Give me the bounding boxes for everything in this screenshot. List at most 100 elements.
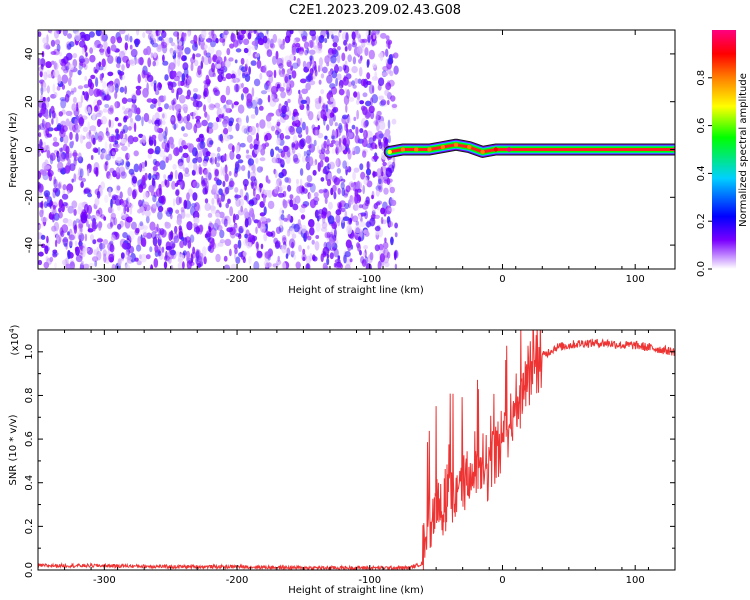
spectrogram-noise-cell xyxy=(336,157,339,168)
spectrogram-noise-cell xyxy=(266,30,269,35)
spectrogram-noise-cell xyxy=(373,119,380,126)
spectrogram-noise-cell xyxy=(347,166,352,173)
spectrogram-noise-cell xyxy=(46,96,51,102)
spectrogram-y-tick-label: -40 xyxy=(24,237,35,253)
spectrogram-noise-cell xyxy=(84,75,88,81)
spectrogram-noise-cell xyxy=(359,250,362,256)
spectrogram-noise-cell xyxy=(246,45,252,50)
spectrogram-noise-cell xyxy=(222,166,227,177)
spectrogram-noise-cell xyxy=(153,258,159,268)
spectrogram-noise-cell xyxy=(103,40,108,50)
spectrogram-noise-cell xyxy=(178,172,183,182)
spectrogram-noise-cell xyxy=(67,205,74,214)
spectrogram-noise-cell xyxy=(325,103,329,113)
spectrogram-noise-cell xyxy=(238,198,244,207)
spectrogram-noise-cell xyxy=(145,254,151,260)
spectrogram-noise-cell xyxy=(106,171,111,179)
spectrogram-noise-cell xyxy=(71,103,77,112)
spectrogram-noise-cell xyxy=(225,99,233,105)
spectrogram-noise-cell xyxy=(215,116,220,123)
spectrogram-noise-cell xyxy=(341,187,346,197)
spectrogram-noise-cell xyxy=(38,31,42,37)
spectrogram-noise-cell xyxy=(185,122,193,130)
spectrogram-noise-cell xyxy=(125,152,130,161)
spectrogram-noise-cell xyxy=(199,252,204,263)
spectrogram-noise-cell xyxy=(239,142,246,148)
spectrogram-noise-cell xyxy=(349,258,353,263)
spectrogram-noise-cell xyxy=(223,134,231,142)
spectrogram-noise-cell xyxy=(64,93,70,103)
spectrogram-noise-cell xyxy=(59,97,67,102)
spectrogram-noise-cell xyxy=(124,85,127,95)
spectrogram-noise-cell xyxy=(203,82,208,93)
spectrogram-noise-cell xyxy=(191,169,196,176)
spectrogram-noise-cell xyxy=(137,74,141,84)
spectrogram-noise-cell xyxy=(234,214,240,221)
snr-x-tick-label: 0 xyxy=(499,575,505,586)
spectrogram-noise-cell xyxy=(315,115,319,123)
spectrogram-noise-cell xyxy=(83,263,90,269)
spectrogram-noise-cell xyxy=(165,250,168,261)
spectrogram-noise-cell xyxy=(198,164,202,174)
spectrogram-noise-cell xyxy=(324,135,328,140)
spectrogram-noise-cell xyxy=(309,253,313,262)
spectrogram-noise-cell xyxy=(101,115,107,125)
spectrogram-noise-cell xyxy=(193,217,200,224)
spectrogram-noise-cell xyxy=(309,199,317,209)
spectrogram-noise-cell xyxy=(190,56,196,64)
spectrogram-noise-cell xyxy=(371,30,378,37)
snr-plot-frame xyxy=(37,329,676,571)
spectrogram-noise-cell xyxy=(375,188,380,197)
spectrogram-noise-cell xyxy=(42,37,48,44)
spectrogram-noise-cell xyxy=(145,215,150,224)
spectrogram-noise-cell xyxy=(53,212,60,221)
spectrogram-noise-cell xyxy=(256,251,263,259)
spectrogram-noise-cell xyxy=(338,122,343,131)
spectrogram-noise-cell xyxy=(332,114,336,122)
spectrogram-noise-cell xyxy=(158,250,162,257)
spectrogram-noise-cell xyxy=(116,185,121,191)
snr-y-scale-suffix: ) xyxy=(10,324,21,328)
spectrogram-noise-cell xyxy=(347,131,355,140)
spectrogram-noise-cell xyxy=(248,30,254,34)
spectrogram-noise-cell xyxy=(152,158,158,166)
spectrogram-noise-cell xyxy=(369,217,376,227)
spectrogram-noise-cell xyxy=(131,93,138,100)
spectrogram-noise-cell xyxy=(141,174,146,185)
spectrogram-noise-cell xyxy=(174,44,178,51)
spectrogram-noise-cell xyxy=(102,239,109,245)
spectrogram-noise-cell xyxy=(124,219,131,229)
spectrogram-noise-cell xyxy=(238,117,242,127)
spectrogram-noise-cell xyxy=(257,219,261,229)
spectrogram-noise-cell xyxy=(142,87,149,98)
spectrogram-noise-cell xyxy=(309,227,315,236)
spectrogram-noise-cell xyxy=(74,31,81,42)
spectrogram-noise-cell xyxy=(363,176,368,185)
spectrogram-noise-cell xyxy=(121,64,125,72)
spectrogram-noise-cell xyxy=(336,126,342,137)
spectrogram-noise-cell xyxy=(176,87,183,95)
spectrogram-noise-cell xyxy=(306,104,310,111)
spectrogram-noise-cell xyxy=(370,38,378,46)
spectrogram-noise-cell xyxy=(306,61,312,69)
spectrogram-noise-cell xyxy=(263,232,268,242)
spectrogram-noise-cell xyxy=(164,222,171,229)
spectrogram-noise-cell xyxy=(165,179,170,188)
spectrogram-noise-cell xyxy=(157,205,164,213)
spectrogram-noise-cell xyxy=(223,218,228,227)
spectrogram-noise-cell xyxy=(73,156,79,162)
spectrogram-noise-cell xyxy=(164,126,168,137)
spectrogram-noise-cell xyxy=(206,127,214,134)
spectrogram-noise-cell xyxy=(209,157,213,163)
spectrogram-noise-cell xyxy=(111,194,119,201)
spectrogram-noise-cell xyxy=(288,74,292,80)
spectrogram-noise-cell xyxy=(291,70,297,79)
spectrogram-noise-cell xyxy=(162,120,166,126)
colorbar-label: Normalized spectral amplitude xyxy=(738,73,749,227)
spectrogram-noise-cell xyxy=(93,249,98,256)
spectrogram-noise-cell xyxy=(347,43,352,51)
spectrogram-noise-cell xyxy=(333,262,337,268)
spectrogram-noise-cell xyxy=(208,172,212,181)
spectrogram-noise-cell xyxy=(72,124,76,133)
spectrogram-noise-cell xyxy=(340,180,344,186)
